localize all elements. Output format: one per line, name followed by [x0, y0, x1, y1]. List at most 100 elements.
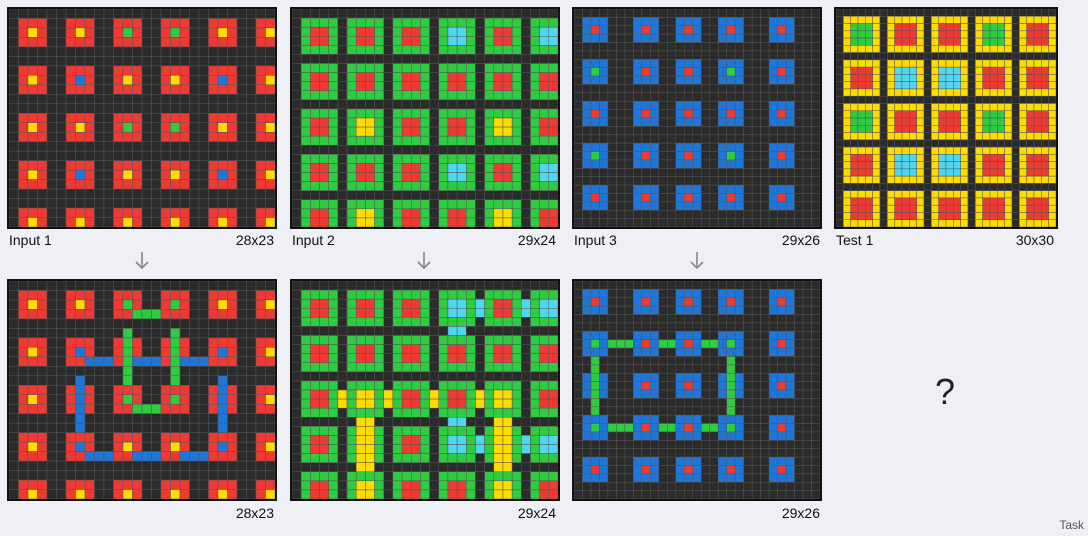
grid-cell — [141, 347, 152, 358]
grid-cell — [843, 88, 851, 97]
grid-cell — [960, 212, 969, 220]
grid-cell — [607, 423, 617, 433]
grid-cell — [916, 168, 925, 177]
grid-cell — [255, 432, 266, 443]
grid-cell — [692, 440, 702, 449]
grid-cell — [633, 331, 643, 340]
grid-cell — [170, 451, 181, 462]
grid-cell — [18, 56, 29, 67]
grid-cell — [616, 364, 626, 374]
grid-cell — [700, 134, 710, 144]
grid-cell — [410, 389, 421, 400]
grid-cell — [1048, 204, 1056, 213]
grid-cell — [447, 480, 458, 491]
grid-cell — [160, 131, 171, 142]
grid-cell — [751, 440, 761, 449]
grid-cell — [208, 309, 219, 320]
grid-cell — [18, 103, 29, 114]
grid-cell — [624, 159, 634, 169]
grid-cell — [365, 54, 375, 64]
grid-cell — [982, 125, 991, 133]
grid-cell — [179, 470, 190, 481]
grid-cell — [590, 398, 600, 408]
grid-cell — [310, 335, 320, 345]
grid-cell — [401, 81, 412, 91]
grid-cell — [300, 217, 311, 227]
grid-cell — [667, 176, 677, 186]
grid-cell — [456, 362, 467, 373]
grid-cell — [802, 305, 812, 315]
grid-cell — [383, 344, 394, 354]
grid-cell — [179, 432, 190, 443]
grid-cell — [475, 9, 485, 19]
grid-cell — [456, 453, 467, 463]
grid-cell — [75, 131, 86, 142]
grid-cell — [18, 489, 29, 499]
grid-cell — [836, 168, 844, 177]
grid-cell — [122, 113, 133, 123]
grid-cell — [255, 103, 266, 114]
grid-cell — [502, 353, 513, 363]
grid-cell — [466, 471, 476, 482]
grid-cell — [997, 23, 1005, 32]
grid-cell — [75, 309, 86, 320]
grid-cell — [420, 63, 430, 73]
grid-cell — [328, 407, 339, 418]
grid-cell — [607, 42, 617, 52]
grid-cell — [84, 188, 95, 199]
grid-cell — [743, 92, 753, 102]
grid-cell — [667, 406, 677, 416]
grid-cell — [502, 54, 513, 64]
grid-cell — [310, 426, 320, 436]
grid-cell — [548, 362, 558, 373]
grid-cell — [650, 168, 660, 177]
grid-cell — [392, 471, 403, 482]
grid-cell — [46, 122, 57, 133]
grid-cell — [717, 456, 727, 466]
grid-cell — [179, 394, 190, 405]
grid-cell — [768, 100, 778, 110]
grid-cell — [938, 204, 947, 213]
grid-cell — [511, 172, 522, 182]
grid-cell — [960, 139, 969, 148]
grid-cell — [879, 16, 888, 24]
input-2-label: Input 2 — [292, 232, 335, 248]
grid-cell — [700, 289, 710, 299]
grid-cell — [734, 398, 744, 408]
grid-cell — [879, 183, 888, 191]
grid-cell — [236, 281, 247, 291]
grid-cell — [843, 9, 851, 17]
grid-cell — [438, 190, 449, 200]
grid-cell — [667, 364, 677, 374]
grid-cell — [429, 181, 440, 191]
grid-cell — [521, 72, 531, 82]
grid-cell — [734, 117, 744, 127]
grid-cell — [132, 141, 143, 152]
grid-cell — [46, 413, 57, 424]
grid-cell — [236, 318, 247, 329]
grid-cell — [401, 63, 412, 73]
grid-cell — [217, 309, 228, 320]
grid-cell — [328, 308, 339, 318]
grid-cell — [94, 56, 105, 67]
grid-cell — [9, 318, 19, 329]
grid-cell — [46, 217, 57, 227]
grid-cell — [684, 142, 694, 152]
grid-cell — [429, 344, 440, 354]
grid-cell — [743, 414, 753, 424]
grid-cell — [726, 305, 736, 315]
grid-cell — [46, 328, 57, 339]
grid-cell — [734, 151, 744, 161]
grid-cell — [475, 398, 485, 409]
grid-cell — [1011, 45, 1020, 53]
grid-cell — [684, 440, 694, 449]
grid-cell — [355, 353, 366, 363]
grid-cell — [392, 190, 403, 200]
grid-cell — [447, 444, 458, 454]
grid-cell — [141, 65, 152, 76]
grid-cell — [590, 151, 600, 161]
grid-cell — [743, 193, 753, 203]
grid-cell — [429, 17, 440, 28]
grid-cell — [967, 125, 976, 133]
grid-cell — [319, 90, 329, 101]
